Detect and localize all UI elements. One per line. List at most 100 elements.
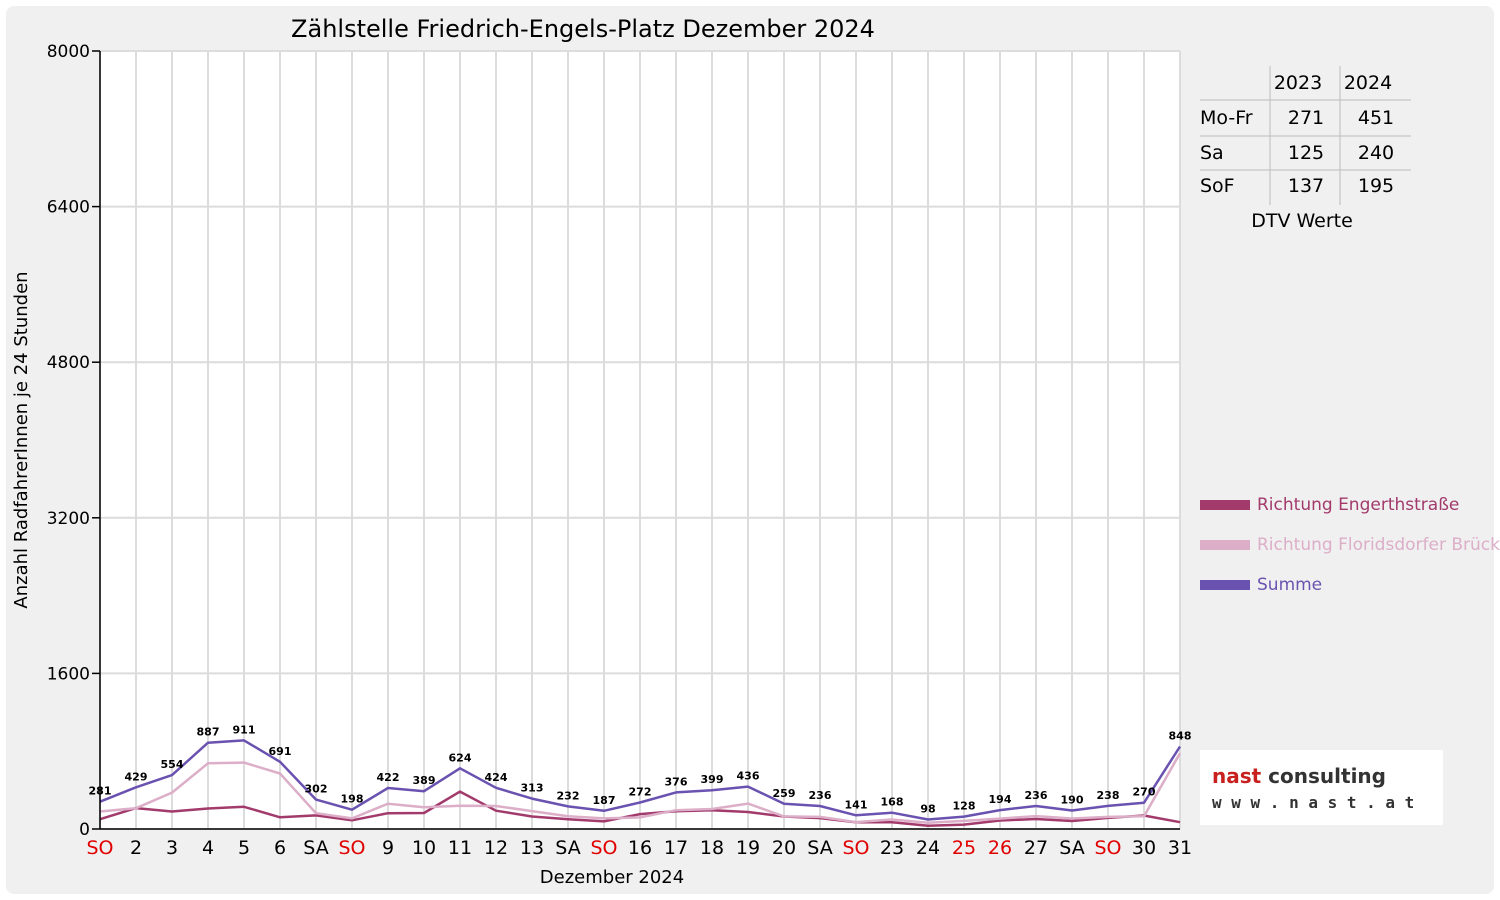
x-tick-label: 11 xyxy=(448,837,472,859)
dtv-cell: 451 xyxy=(1358,107,1394,129)
x-tick-label: SO xyxy=(86,837,113,859)
dtv-caption: DTV Werte xyxy=(1251,210,1353,232)
x-tick-label: SA xyxy=(303,837,328,859)
data-labels: 281 429 554 887 911 691 302 198 422 389 624 424 313 2… xyxy=(89,723,1192,815)
x-tick-label: 2 xyxy=(130,837,142,859)
data-label: 399 xyxy=(701,773,724,786)
x-tick-label: 13 xyxy=(520,837,544,859)
x-tick-label: 19 xyxy=(736,837,760,859)
data-label: 911 xyxy=(233,723,256,736)
data-label: 236 xyxy=(1025,789,1048,802)
y-tick-label: 6400 xyxy=(47,198,90,218)
logo-url: w w w . n a s t . a t xyxy=(1212,793,1414,812)
x-tick-label: 20 xyxy=(772,837,796,859)
data-label: 624 xyxy=(449,751,472,764)
data-label: 238 xyxy=(1097,789,1120,802)
data-label: 236 xyxy=(809,789,832,802)
data-label: 376 xyxy=(665,775,688,788)
y-tick-label: 4800 xyxy=(47,353,90,373)
data-label: 313 xyxy=(521,782,544,795)
data-label: 281 xyxy=(89,785,112,798)
data-label: 429 xyxy=(125,770,148,783)
data-label: 190 xyxy=(1061,794,1084,807)
data-label: 848 xyxy=(1169,730,1192,743)
dtv-cell: 137 xyxy=(1288,175,1324,197)
data-label: 232 xyxy=(557,789,580,802)
data-label: 436 xyxy=(737,770,760,783)
dtv-header-2023: 2023 xyxy=(1274,72,1322,94)
data-label: 389 xyxy=(413,774,436,787)
data-label: 424 xyxy=(485,771,508,784)
chart-title: Zählstelle Friedrich-Engels-Platz Dezemb… xyxy=(291,15,875,43)
x-tick-label: SA xyxy=(807,837,832,859)
data-label: 168 xyxy=(881,796,904,809)
data-label: 141 xyxy=(845,798,868,811)
data-label: 302 xyxy=(305,783,328,796)
data-label: 422 xyxy=(377,771,400,784)
series-line-engerth xyxy=(99,790,1181,828)
x-tick-label: 10 xyxy=(412,837,436,859)
data-label: 98 xyxy=(920,802,935,815)
x-tick-label: 3 xyxy=(166,837,178,859)
y-tick-label: 8000 xyxy=(47,42,90,62)
y-tick-label: 3200 xyxy=(47,509,90,529)
y-tick-label: 0 xyxy=(79,820,90,840)
series-lines xyxy=(99,739,1182,828)
x-tick-label: 31 xyxy=(1168,837,1192,859)
dtv-cell: 195 xyxy=(1358,175,1394,197)
data-label: 187 xyxy=(593,794,616,807)
y-tick-label: 1600 xyxy=(47,664,90,684)
dtv-cell: 240 xyxy=(1358,142,1394,164)
x-tick-label: 30 xyxy=(1132,837,1156,859)
x-tick-label: 17 xyxy=(664,837,688,859)
legend-swatch-engerth xyxy=(1200,500,1250,510)
x-tick-label: SO xyxy=(1094,837,1121,859)
legend-label-floridsdorf: Richtung Floridsdorfer Brücke xyxy=(1257,535,1500,555)
x-tick-label: 16 xyxy=(628,837,652,859)
legend: Richtung Engerthstraße Richtung Floridsd… xyxy=(1200,495,1500,595)
dtv-header-2024: 2024 xyxy=(1344,72,1392,94)
x-tick-label: 27 xyxy=(1024,837,1048,859)
x-axis-title: Dezember 2024 xyxy=(540,867,684,888)
dtv-row-label: SoF xyxy=(1200,175,1235,197)
x-tick-label: SA xyxy=(555,837,580,859)
x-tick-label: SO xyxy=(842,837,869,859)
x-tick-label: SO xyxy=(590,837,617,859)
y-axis-title: Anzahl RadfahrerInnen je 24 Stunden xyxy=(11,271,32,608)
data-label: 270 xyxy=(1133,786,1156,799)
data-label: 554 xyxy=(161,758,184,771)
x-tick-label: 23 xyxy=(880,837,904,859)
x-tick-label: 18 xyxy=(700,837,724,859)
data-label: 887 xyxy=(197,726,220,739)
dtv-row-label: Mo-Fr xyxy=(1200,107,1253,129)
x-tick-label: 5 xyxy=(238,837,250,859)
series-line-summe xyxy=(99,739,1182,821)
dtv-table: 2023 2024 Mo-Fr 271 451 Sa 125 240 SoF 1… xyxy=(1200,66,1411,232)
data-label: 691 xyxy=(269,745,292,758)
data-label: 194 xyxy=(989,793,1012,806)
x-tick-label: 25 xyxy=(952,837,976,859)
x-tick-label: 26 xyxy=(988,837,1012,859)
data-label: 272 xyxy=(629,786,652,799)
dtv-cell: 125 xyxy=(1288,142,1324,164)
data-label: 259 xyxy=(773,787,796,800)
legend-label-summe: Summe xyxy=(1257,575,1322,595)
x-tick-label: 12 xyxy=(484,837,508,859)
data-label: 198 xyxy=(341,793,364,806)
x-tick-label: SO xyxy=(338,837,365,859)
dtv-cell: 271 xyxy=(1288,107,1324,129)
x-tick-label: SA xyxy=(1059,837,1084,859)
legend-swatch-summe xyxy=(1200,580,1250,590)
x-tick-label: 9 xyxy=(382,837,394,859)
x-tick-label: 4 xyxy=(202,837,214,859)
legend-swatch-floridsdorf xyxy=(1200,540,1250,550)
grid xyxy=(99,50,1181,830)
dtv-row-label: Sa xyxy=(1200,142,1224,164)
x-tick-label: 24 xyxy=(916,837,940,859)
legend-label-engerth: Richtung Engerthstraße xyxy=(1257,495,1459,515)
data-label: 128 xyxy=(953,800,976,813)
nast-consulting-logo: nast consulting w w w . n a s t . a t xyxy=(1200,750,1443,825)
x-tick-label: 6 xyxy=(274,837,286,859)
